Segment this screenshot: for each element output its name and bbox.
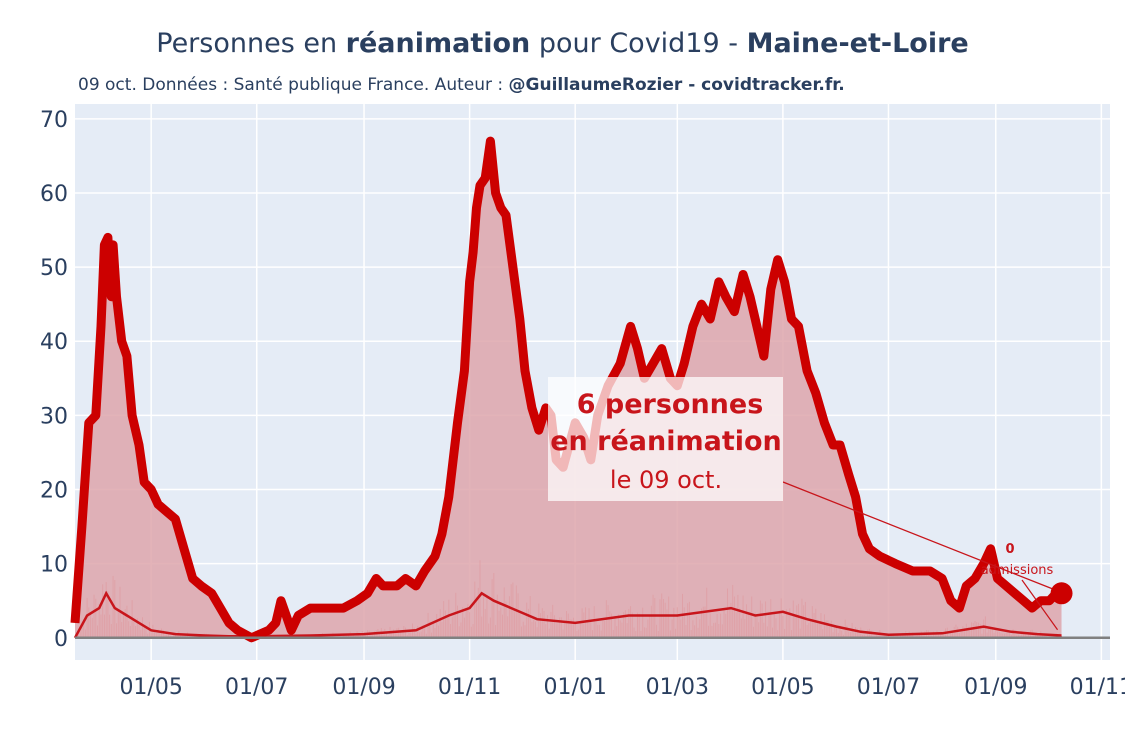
admissions-value: 0 (1005, 542, 1014, 557)
annotation-arrow (782, 481, 1054, 590)
admissions-line (73, 590, 1062, 639)
x-tick-label: 01/09 (964, 675, 1027, 700)
chart-subtitle: 09 oct. Données : Santé publique France.… (78, 75, 845, 95)
annotation-line1: 6 personnes (577, 389, 764, 420)
x-tick-label: 01/01 (543, 675, 606, 700)
x-axis-ticks: 01/05 01/07 01/09 01/11 01/01 01/03 01/05 01/07… (119, 675, 1125, 700)
annotation-box (548, 377, 783, 501)
y-tick-label: 50 (40, 256, 68, 281)
admissions-label: admissions (981, 563, 1054, 578)
chart-title: Personnes en réanimation pour Covid19 - … (156, 28, 969, 59)
x-tick-label: 01/05 (751, 675, 814, 700)
annotation-line3: le 09 oct. (610, 466, 722, 494)
x-tick-label: 01/11 (1070, 675, 1125, 700)
icu-line (70, 136, 1062, 643)
y-tick-label: 20 (40, 478, 68, 503)
admissions-arrow (1021, 579, 1059, 631)
x-tick-label: 01/03 (646, 675, 709, 700)
x-tick-label: 01/07 (225, 675, 288, 700)
y-tick-label: 0 (54, 627, 68, 652)
x-tick-label: 01/11 (438, 675, 501, 700)
x-tick-label: 01/05 (119, 675, 182, 700)
y-tick-label: 10 (40, 553, 68, 578)
last-value-marker (1050, 582, 1073, 605)
y-axis-ticks: 0 10 20 30 40 50 60 70 (40, 108, 68, 652)
x-tick-label: 01/07 (857, 675, 920, 700)
x-tick-label: 01/09 (332, 675, 395, 700)
y-tick-label: 40 (40, 330, 68, 355)
y-tick-label: 60 (40, 182, 68, 207)
annotation-line2: en réanimation (550, 426, 782, 457)
icu-area-fill (75, 141, 1062, 638)
y-tick-label: 70 (40, 108, 68, 133)
y-tick-label: 30 (40, 404, 68, 429)
